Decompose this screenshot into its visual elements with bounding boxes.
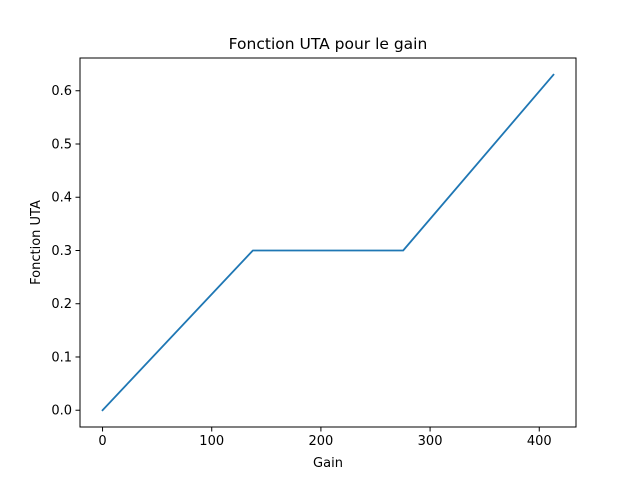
x-tick-label: 400 (527, 434, 552, 449)
plot-frame (79, 57, 577, 428)
chart-title: Fonction UTA pour le gain (229, 35, 428, 53)
y-tick-label: 0.6 (51, 84, 72, 99)
y-axis: 0.0 0.1 0.2 0.3 0.4 0.5 0.6 (51, 84, 80, 419)
y-tick-label: 0.5 (51, 137, 72, 152)
x-tick-label: 100 (199, 434, 224, 449)
x-axis: 0 100 200 300 400 (98, 427, 552, 449)
y-tick-label: 0.4 (51, 191, 72, 206)
x-tick-label: 200 (308, 434, 333, 449)
y-tick-label: 0.2 (51, 297, 72, 312)
x-tick-label: 300 (418, 434, 443, 449)
series-line (101, 73, 555, 412)
x-tick-label: 0 (98, 434, 106, 449)
plot-area (79, 57, 577, 428)
y-axis-label: Fonction UTA (29, 200, 44, 285)
y-tick-label: 0.3 (51, 244, 72, 259)
y-tick-label: 0.0 (51, 404, 72, 419)
y-tick-label: 0.1 (51, 350, 72, 365)
series-layer (101, 73, 555, 412)
x-axis-label: Gain (313, 456, 343, 471)
